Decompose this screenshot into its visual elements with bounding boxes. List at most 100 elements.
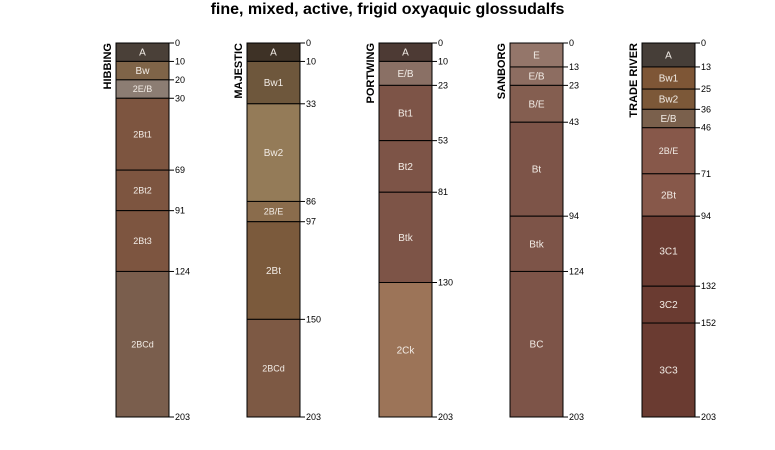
profile-name: SANBORG <box>496 43 508 99</box>
profile-name: TRADE RIVER <box>628 43 640 118</box>
soil-profile: TRADE RIVER A Bw1 Bw2 E/B 2B/E 2Bt 3C1 3C2 3C3 0 13… <box>628 38 716 422</box>
horizon-block <box>509 270 564 418</box>
horizon-label: 3C2 <box>659 300 678 311</box>
depth-label: 0 <box>306 38 311 48</box>
depth-label: 23 <box>569 80 579 90</box>
horizon-block <box>378 140 433 193</box>
horizon-label: E <box>533 50 540 61</box>
horizon-block <box>641 285 696 324</box>
depth-label: 91 <box>175 206 185 216</box>
depth-label: 203 <box>175 412 190 422</box>
horizon-block <box>115 169 170 212</box>
depth-label: 130 <box>438 278 453 288</box>
horizon-label: Bw1 <box>264 78 284 89</box>
horizon-block <box>246 60 301 105</box>
horizon-label: 3C1 <box>659 247 678 258</box>
profile-name: MAJESTIC <box>233 43 245 99</box>
horizon-label: A <box>270 48 277 59</box>
horizon-block <box>115 210 170 272</box>
horizon-label: E/B <box>528 72 544 83</box>
horizon-label: Bt <box>532 165 542 176</box>
profile-name: HIBBING <box>102 43 114 89</box>
depth-label: 203 <box>701 412 716 422</box>
horizon-block <box>115 270 170 418</box>
horizon-block <box>509 121 564 217</box>
depth-label: 10 <box>175 56 185 66</box>
horizon-block <box>641 322 696 418</box>
horizon-label: Bt2 <box>398 162 413 173</box>
depth-label: 0 <box>701 38 706 48</box>
horizon-block <box>509 84 564 123</box>
depth-label: 13 <box>569 62 579 72</box>
depth-label: 203 <box>438 412 453 422</box>
depth-label: 150 <box>306 314 321 324</box>
depth-label: 20 <box>175 75 185 85</box>
horizon-label: 2Bt <box>661 190 676 201</box>
depth-label: 30 <box>175 93 185 103</box>
horizon-label: 2Bt3 <box>133 236 152 246</box>
horizon-block <box>641 215 696 287</box>
horizon-label: A <box>139 48 146 59</box>
soil-profile: PORTWING A E/B Bt1 Bt2 Btk 2Ck 0 10 23 53 81 130 203 <box>365 38 453 422</box>
depth-label: 33 <box>306 99 316 109</box>
depth-label: 53 <box>438 136 448 146</box>
depth-label: 132 <box>701 281 716 291</box>
depth-label: 94 <box>569 211 579 221</box>
horizon-block <box>641 173 696 217</box>
horizon-block <box>509 215 564 272</box>
horizon-label: Bw2 <box>659 95 679 106</box>
depth-label: 46 <box>701 123 711 133</box>
depth-label: 69 <box>175 165 185 175</box>
horizon-block <box>115 97 170 171</box>
horizon-label: 2B/E <box>264 207 284 217</box>
figure-title: fine, mixed, active, frigid oxyaquic glo… <box>210 1 565 18</box>
depth-label: 23 <box>438 80 448 90</box>
depth-label: 13 <box>701 62 711 72</box>
depth-label: 124 <box>175 266 190 276</box>
depth-label: 10 <box>306 56 316 66</box>
depth-label: 203 <box>569 412 584 422</box>
horizon-label: 2BCd <box>131 339 154 349</box>
horizon-block <box>378 191 433 284</box>
horizon-label: 2B/E <box>659 146 679 156</box>
depth-label: 152 <box>701 318 716 328</box>
horizon-label: E/B <box>397 69 413 80</box>
horizon-label: BC <box>530 340 544 351</box>
horizon-label: 2Bt <box>266 266 281 277</box>
depth-label: 97 <box>306 217 316 227</box>
soil-profile: MAJESTIC A Bw1 Bw2 2B/E 2Bt 2BCd 0 10 33 86 97 150 20… <box>233 38 321 422</box>
horizon-label: B/E <box>528 99 544 110</box>
depth-label: 10 <box>438 56 448 66</box>
depth-label: 36 <box>701 104 711 114</box>
horizon-block <box>378 84 433 142</box>
profile-name: PORTWING <box>365 43 377 104</box>
horizon-label: 2E/B <box>133 84 153 94</box>
depth-label: 0 <box>569 38 574 48</box>
soil-profile: SANBORG E E/B B/E Bt Btk BC 0 13 23 43 94 124 203 <box>496 38 584 422</box>
horizon-block <box>246 221 301 320</box>
depth-label: 203 <box>306 412 321 422</box>
depth-label: 86 <box>306 196 316 206</box>
horizon-label: Btk <box>529 239 544 250</box>
depth-label: 94 <box>701 211 711 221</box>
depth-label: 0 <box>175 38 180 48</box>
horizon-label: Bw <box>136 66 151 77</box>
horizon-label: E/B <box>660 114 676 125</box>
horizon-label: 2Bt2 <box>133 186 152 196</box>
horizon-block <box>378 282 433 418</box>
depth-label: 71 <box>701 169 711 179</box>
depth-label: 25 <box>701 84 711 94</box>
depth-label: 81 <box>438 187 448 197</box>
horizon-label: A <box>402 48 409 59</box>
horizon-block <box>246 103 301 202</box>
horizon-label: 2BCd <box>262 363 285 373</box>
soil-profile: HIBBING A Bw 2E/B 2Bt1 2Bt2 2Bt3 2BCd 0 10 20 30 69 9… <box>102 38 190 422</box>
depth-label: 43 <box>569 117 579 127</box>
horizon-label: Btk <box>398 233 413 244</box>
horizon-label: 2Bt1 <box>133 129 152 139</box>
horizon-label: 2Ck <box>397 345 416 356</box>
horizon-block <box>246 318 301 418</box>
depth-label: 0 <box>438 38 443 48</box>
